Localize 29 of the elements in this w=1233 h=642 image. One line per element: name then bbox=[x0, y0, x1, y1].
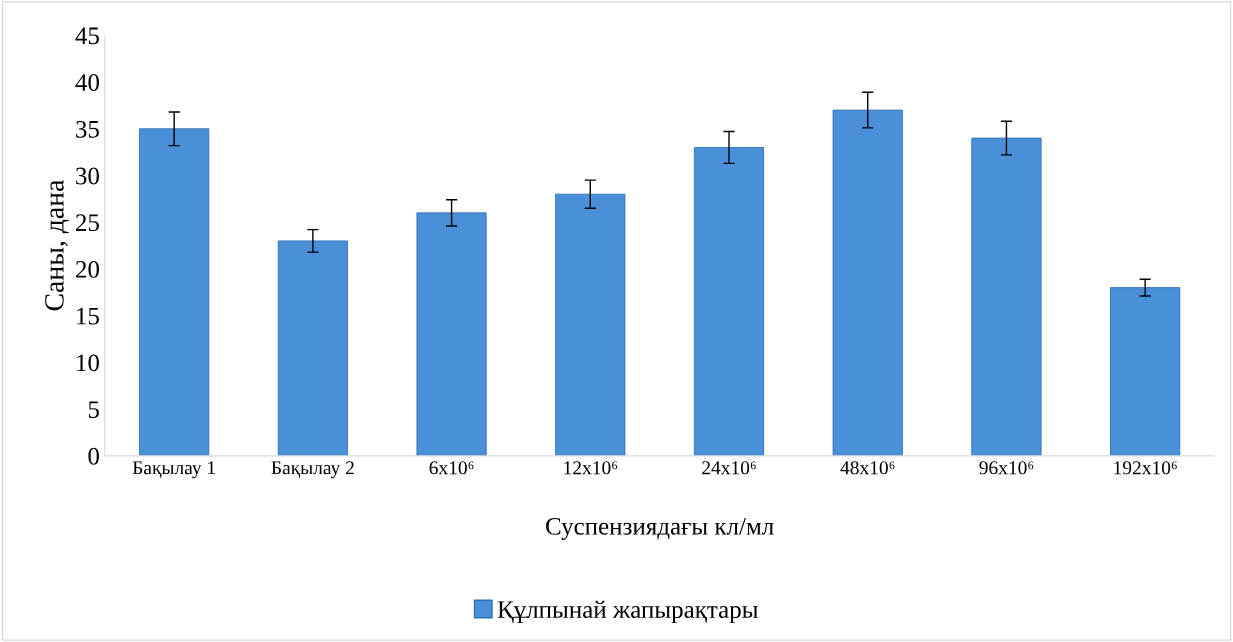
y-tick-label: 15 bbox=[77, 307, 99, 325]
x-tick-label: Бақылау 1 bbox=[132, 461, 215, 479]
y-tick-label: 40 bbox=[75, 74, 99, 91]
x-axis-title: Суспензиядағы кл/мл bbox=[546, 517, 774, 540]
y-tick-label: 30 bbox=[76, 167, 99, 185]
x-tick-label: 24x10⁶ bbox=[702, 461, 756, 475]
bar bbox=[277, 240, 348, 456]
legend-label: Құлпынай жапырақтары bbox=[497, 600, 758, 624]
x-tick-label: 48x10⁶ bbox=[840, 461, 895, 475]
y-axis-title: Саны, дана bbox=[45, 179, 69, 311]
y-tick-label: 25 bbox=[76, 214, 99, 232]
bar bbox=[416, 212, 487, 456]
x-tick-label: 96x10⁶ bbox=[979, 461, 1034, 475]
y-tick-label: 0 bbox=[88, 447, 99, 465]
bar bbox=[1110, 287, 1181, 456]
y-tick-label: 10 bbox=[77, 354, 99, 372]
bar bbox=[971, 137, 1042, 456]
x-tick-label: 6x10⁶ bbox=[429, 461, 474, 475]
y-tick-label: 5 bbox=[88, 401, 99, 419]
bar bbox=[693, 147, 765, 456]
y-tick-label: 20 bbox=[76, 260, 99, 278]
y-tick-label: 35 bbox=[76, 120, 99, 138]
bar bbox=[139, 128, 210, 456]
y-tick-label: 45 bbox=[75, 27, 99, 45]
x-tick-label: Бақылау 2 bbox=[271, 461, 354, 479]
x-tick-label: 12x10⁶ bbox=[564, 461, 618, 475]
bar bbox=[832, 109, 903, 456]
x-tick-label: 192x10⁶ bbox=[1114, 461, 1177, 475]
bar bbox=[555, 193, 626, 456]
